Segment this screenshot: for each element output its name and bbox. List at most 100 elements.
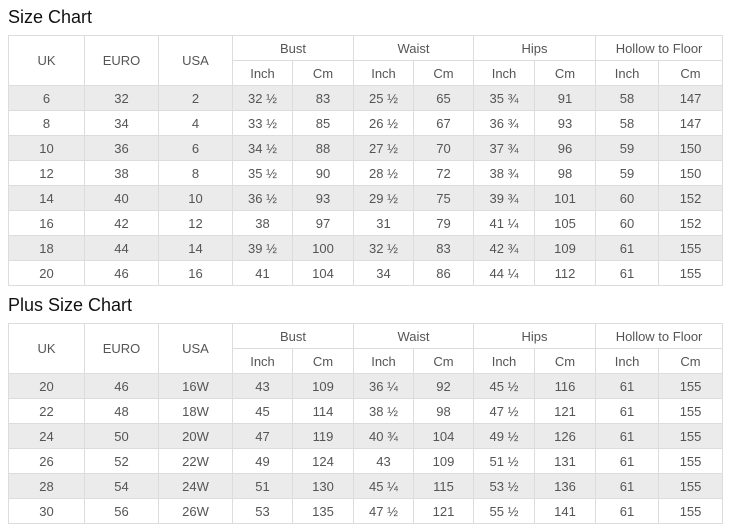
table-cell: 44 ¼	[473, 260, 536, 286]
table-cell: 46	[84, 373, 159, 399]
table-row: 20 46 16W 43 109 36 ¼ 92 45 ½ 116 61 155	[8, 373, 724, 399]
table-cell: 155	[658, 373, 724, 399]
table-cell: 59	[595, 160, 660, 186]
col-subheader-inch: Inch	[595, 60, 660, 86]
table-cell: 33 ½	[232, 110, 293, 136]
table-cell: 79	[413, 210, 475, 236]
col-group-bust: Bust	[231, 323, 355, 349]
col-subheader-cm: Cm	[291, 60, 355, 86]
table-cell: 49 ½	[473, 423, 536, 449]
table-cell: 72	[413, 160, 475, 186]
col-subheader-cm: Cm	[534, 348, 597, 374]
table-row: 24 50 20W 47 119 40 ¾ 104 49 ½ 126 61 155	[8, 423, 724, 449]
table-row: 26 52 22W 49 124 43 109 51 ½ 131 61 155	[8, 448, 724, 474]
table-cell: 36	[84, 135, 159, 161]
table-cell: 43	[353, 448, 415, 474]
table-cell: 124	[291, 448, 355, 474]
table-row: 12 38 8 35 ½ 90 28 ½ 72 38 ¾ 98 59 150	[8, 160, 724, 186]
table-cell: 105	[534, 210, 597, 236]
col-subheader-inch: Inch	[353, 60, 415, 86]
table-cell: 32 ½	[353, 235, 415, 261]
col-subheader-cm: Cm	[658, 348, 724, 374]
table-cell: 45 ¼	[353, 473, 415, 499]
col-group-hollow-to-floor: Hollow to Floor	[595, 35, 724, 61]
table-cell: 22W	[158, 448, 233, 474]
table-row: 14 40 10 36 ½ 93 29 ½ 75 39 ¾ 101 60 152	[8, 185, 724, 211]
plus-size-chart-body: 20 46 16W 43 109 36 ¼ 92 45 ½ 116 61 155 22 48 18W 45 1…	[8, 373, 724, 524]
table-cell: 35 ½	[232, 160, 293, 186]
table-cell: 98	[534, 160, 597, 186]
col-header-usa: USA	[158, 35, 233, 86]
table-cell: 24	[8, 423, 85, 449]
table-cell: 37 ¾	[473, 135, 536, 161]
table-cell: 20W	[158, 423, 233, 449]
table-cell: 29 ½	[353, 185, 415, 211]
table-cell: 155	[658, 423, 724, 449]
table-cell: 36 ¼	[353, 373, 415, 399]
table-cell: 53 ½	[473, 473, 536, 499]
col-header-euro: EURO	[84, 35, 159, 86]
table-cell: 12	[8, 160, 85, 186]
table-cell: 152	[658, 210, 724, 236]
table-cell: 18W	[158, 398, 233, 424]
table-cell: 18	[8, 235, 85, 261]
table-cell: 70	[413, 135, 475, 161]
table-cell: 58	[595, 85, 660, 111]
table-cell: 12	[158, 210, 233, 236]
plus-size-chart-title: Plus Size Chart	[8, 295, 133, 315]
table-cell: 93	[291, 185, 355, 211]
table-row: 22 48 18W 45 114 38 ½ 98 47 ½ 121 61 155	[8, 398, 724, 424]
table-cell: 104	[291, 260, 355, 286]
table-cell: 8	[158, 160, 233, 186]
table-cell: 10	[158, 185, 233, 211]
table-cell: 51	[232, 473, 293, 499]
table-cell: 155	[658, 498, 724, 524]
table-cell: 22	[8, 398, 85, 424]
col-group-waist: Waist	[353, 323, 475, 349]
table-cell: 75	[413, 185, 475, 211]
table-cell: 121	[413, 498, 475, 524]
table-cell: 150	[658, 160, 724, 186]
table-cell: 32	[84, 85, 159, 111]
table-cell: 126	[534, 423, 597, 449]
table-cell: 98	[413, 398, 475, 424]
table-cell: 54	[84, 473, 159, 499]
table-cell: 155	[658, 235, 724, 261]
col-header-uk: UK	[8, 323, 85, 374]
table-cell: 53	[232, 498, 293, 524]
table-cell: 83	[291, 85, 355, 111]
table-cell: 10	[8, 135, 85, 161]
table-cell: 14	[158, 235, 233, 261]
table-cell: 90	[291, 160, 355, 186]
table-cell: 61	[595, 398, 660, 424]
table-cell: 38 ½	[353, 398, 415, 424]
col-group-hips: Hips	[473, 35, 597, 61]
table-cell: 25 ½	[353, 85, 415, 111]
table-cell: 20	[8, 260, 85, 286]
table-cell: 46	[84, 260, 159, 286]
table-cell: 147	[658, 110, 724, 136]
table-cell: 115	[413, 473, 475, 499]
table-cell: 155	[658, 260, 724, 286]
table-cell: 141	[534, 498, 597, 524]
table-cell: 34 ½	[232, 135, 293, 161]
table-cell: 47 ½	[353, 498, 415, 524]
table-cell: 61	[595, 373, 660, 399]
table-cell: 41	[232, 260, 293, 286]
col-group-bust: Bust	[231, 35, 355, 61]
table-cell: 40	[84, 185, 159, 211]
table-cell: 88	[291, 135, 355, 161]
table-cell: 8	[8, 110, 85, 136]
table-cell: 109	[534, 235, 597, 261]
table-cell: 6	[8, 85, 85, 111]
table-cell: 24W	[158, 473, 233, 499]
table-cell: 32 ½	[232, 85, 293, 111]
plus-size-chart-table: UK EURO USA Bust Waist Hips Hollow to Fl…	[8, 323, 724, 524]
table-cell: 58	[595, 110, 660, 136]
table-cell: 28 ½	[353, 160, 415, 186]
table-cell: 85	[291, 110, 355, 136]
table-cell: 38 ¾	[473, 160, 536, 186]
table-cell: 61	[595, 260, 660, 286]
table-cell: 114	[291, 398, 355, 424]
